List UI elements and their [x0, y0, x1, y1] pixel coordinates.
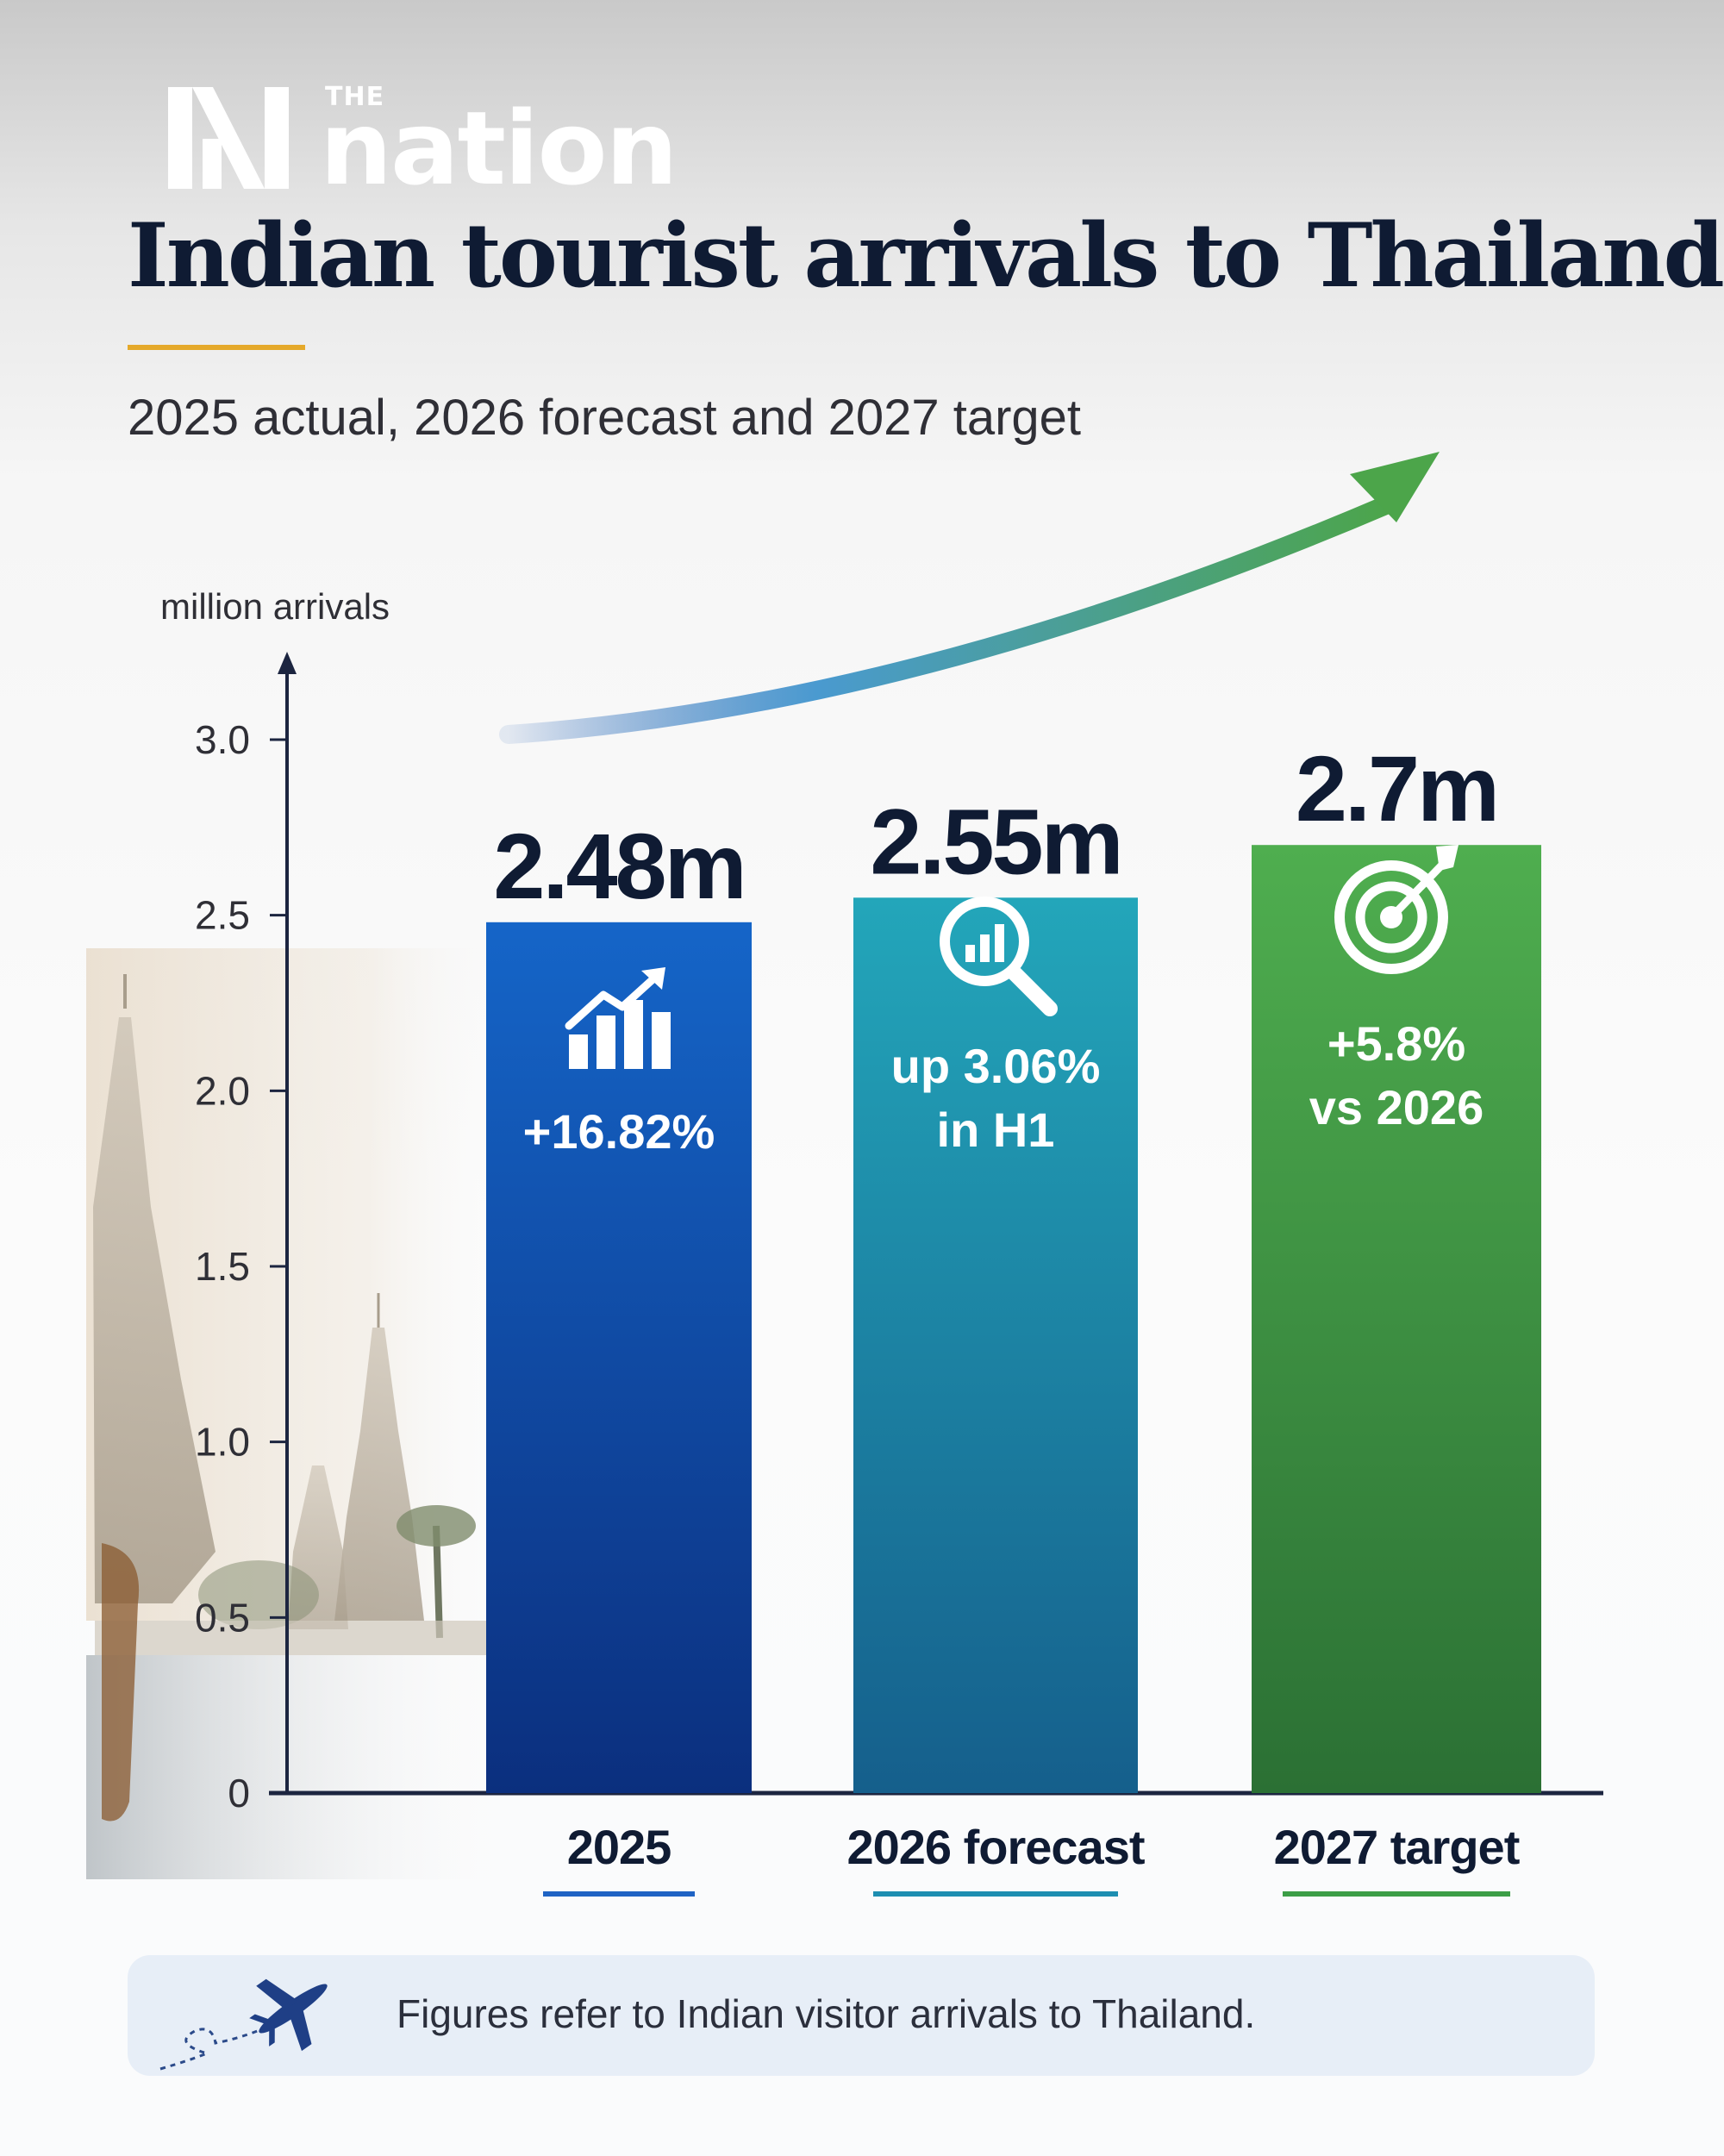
- bar-note-text: in H1: [937, 1103, 1055, 1157]
- bar-note-text: +5.8%: [1327, 1016, 1465, 1071]
- magnifier-chart-icon: [940, 897, 1058, 1016]
- footnote-text: Figures refer to Indian visitor arrivals…: [397, 1991, 1256, 2036]
- page-title: Indian tourist arrivals to Thailand: [128, 204, 1724, 308]
- trend-arrow-head-icon: [1350, 452, 1440, 522]
- bar-note-text: up 3.06%: [891, 1039, 1101, 1093]
- footnote-box: [128, 1955, 1595, 2076]
- brand-the-text: THE: [325, 82, 385, 112]
- growth-chart-icon: [565, 967, 671, 1069]
- y-tick-label: 3.0: [195, 717, 250, 762]
- target-icon: [1334, 845, 1459, 974]
- bar-value-label: 2.7m: [1296, 736, 1497, 841]
- category-underline: [543, 1891, 695, 1897]
- y-tick-label: 1.0: [195, 1420, 250, 1465]
- category-underline: [1283, 1891, 1510, 1897]
- y-tick-label: 1.5: [195, 1244, 250, 1289]
- the-nation-logo: THE nation: [168, 82, 720, 203]
- category-underline: [873, 1891, 1118, 1897]
- x-category-label: 2027 target: [1274, 1820, 1520, 1874]
- bar-2025: [486, 922, 752, 1793]
- title-underline: [128, 345, 305, 350]
- airplane-icon: [159, 1978, 328, 2071]
- y-tick-label: 2.5: [195, 893, 250, 938]
- x-category-label: 2026 forecast: [846, 1820, 1144, 1874]
- trend-arrow: [499, 495, 1397, 744]
- bar-value-label: 2.55m: [870, 789, 1121, 893]
- x-category-label: 2025: [567, 1820, 671, 1874]
- bar-2027-target: [1252, 845, 1541, 1794]
- bar-note-text: +16.82%: [523, 1104, 715, 1159]
- bar-note-text: vs 2026: [1309, 1080, 1484, 1134]
- y-axis-arrowhead: [278, 652, 297, 674]
- page-subtitle: 2025 actual, 2026 forecast and 2027 targ…: [128, 390, 1082, 446]
- y-axis-label: million arrivals: [160, 586, 390, 627]
- y-tick-label: 0.5: [195, 1595, 250, 1640]
- bar-2026-forecast: [853, 897, 1138, 1793]
- y-tick-label: 0: [228, 1771, 250, 1815]
- bar-value-label: 2.48m: [493, 814, 744, 918]
- brand-name-text: nation: [320, 89, 678, 208]
- y-tick-label: 2.0: [195, 1068, 250, 1113]
- y-axis-ticks: 0 0.5 1.0 1.5 2.0 2.5 3.0: [195, 717, 287, 1815]
- nation-n-logo-icon: [168, 87, 289, 189]
